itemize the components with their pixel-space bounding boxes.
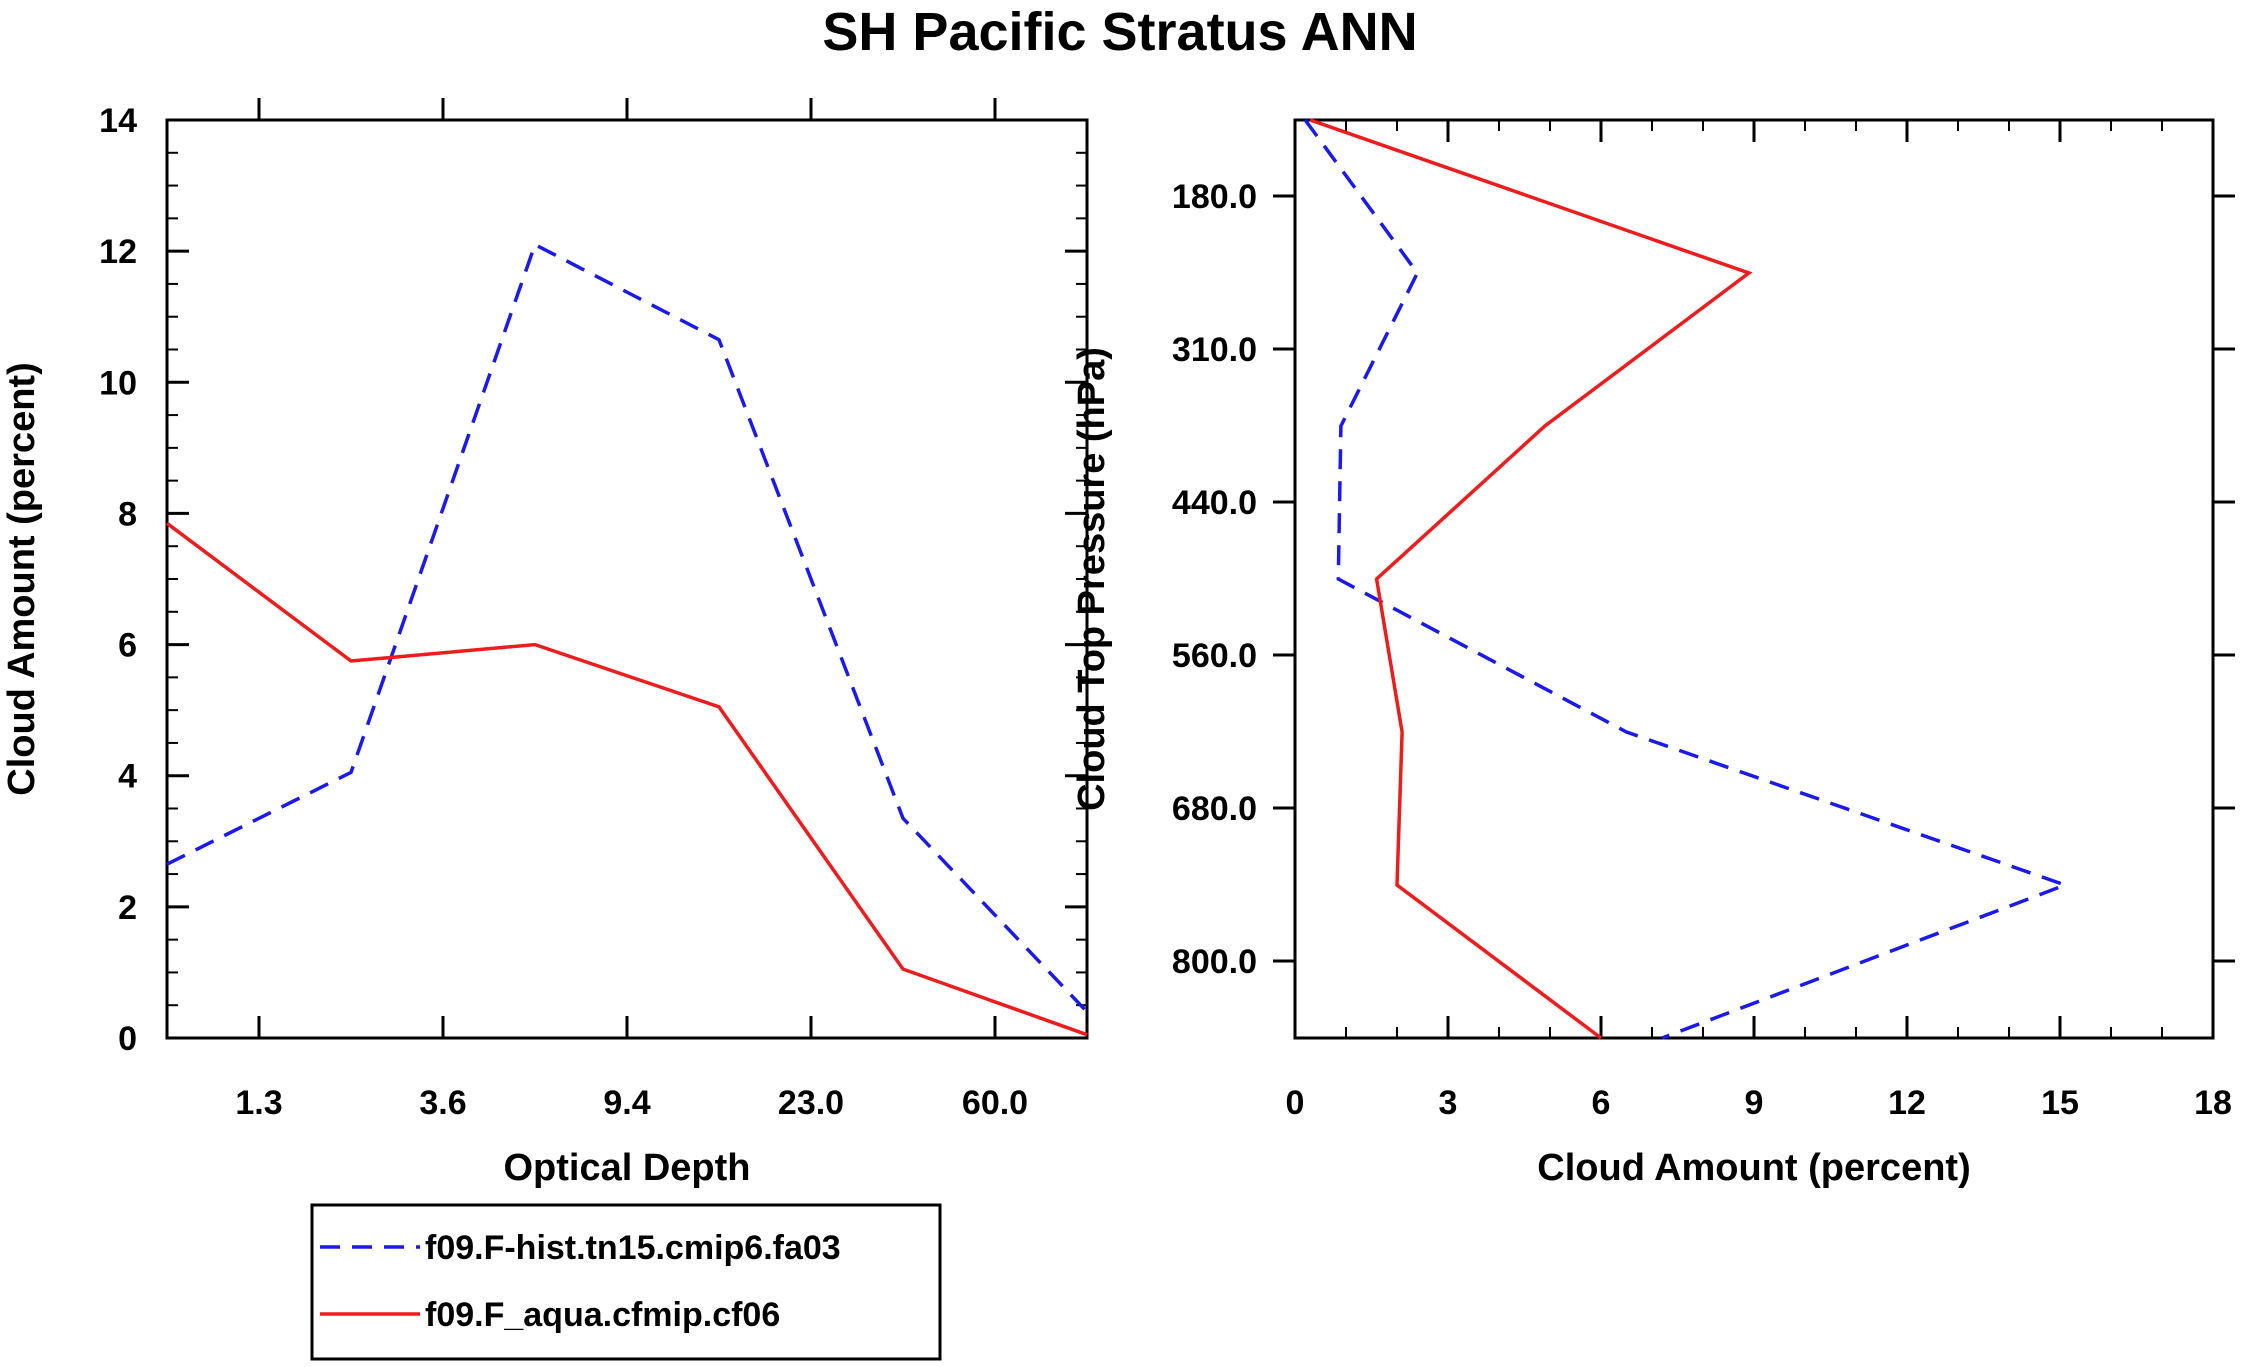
right-axis-ticks bbox=[1273, 120, 2235, 1038]
left-y-tick-label: 12 bbox=[99, 233, 137, 271]
left-y-tick-label: 4 bbox=[118, 758, 137, 796]
left-y-tick-label: 0 bbox=[118, 1020, 137, 1058]
right-x-tick-label: 9 bbox=[1745, 1084, 1764, 1122]
left-y-tick-label: 2 bbox=[118, 889, 137, 927]
left-x-tick-label: 3.6 bbox=[419, 1084, 466, 1122]
legend-box bbox=[310, 1203, 942, 1361]
right-series-group bbox=[1303, 118, 2071, 1040]
right-series-line-aqua bbox=[1309, 118, 1753, 1040]
right-x-tick-label: 3 bbox=[1439, 1084, 1458, 1122]
legend: f09.F-hist.tn15.cmip6.fa03 f09.F_aqua.cf… bbox=[310, 1203, 942, 1361]
left-plot-frame bbox=[165, 118, 1089, 1040]
left-x-tick-label: 23.0 bbox=[778, 1084, 844, 1122]
legend-label-aqua: f09.F_aqua.cfmip.cf06 bbox=[425, 1296, 780, 1334]
left-y-tick-label: 6 bbox=[118, 627, 137, 665]
right-y-tick-label: 680.0 bbox=[1172, 790, 1257, 828]
legend-label-hist: f09.F-hist.tn15.cmip6.fa03 bbox=[425, 1229, 841, 1267]
left-x-tick-label: 1.3 bbox=[235, 1084, 282, 1122]
left-y-tick-label: 10 bbox=[99, 364, 137, 402]
left-x-tick-label: 60.0 bbox=[962, 1084, 1028, 1122]
left-series-line-hist bbox=[166, 242, 1089, 1014]
left-y-tick-label: 8 bbox=[118, 495, 137, 533]
left-axis-ticks bbox=[167, 98, 1087, 1040]
left-x-axis-title: Optical Depth bbox=[503, 1147, 750, 1189]
optical-depth-panel: 0 2 4 6 8 10 12 14 1.3 3.6 9.4 23.0 60.0 Optical Dep… bbox=[1, 98, 1089, 1189]
figure-title: SH Pacific Stratus ANN bbox=[822, 2, 1417, 62]
left-axis-tick-labels: 0 2 4 6 8 10 12 14 1.3 3.6 9.4 23.0 60.0 bbox=[99, 102, 1028, 1122]
left-y-tick-label: 14 bbox=[99, 102, 137, 140]
left-series-line-aqua bbox=[165, 521, 1088, 1037]
right-plot-frame bbox=[1293, 118, 2215, 1040]
right-x-tick-label: 18 bbox=[2194, 1084, 2232, 1122]
right-y-tick-label: 800.0 bbox=[1172, 943, 1257, 981]
right-x-tick-label: 6 bbox=[1592, 1084, 1611, 1122]
right-y-axis-title: Cloud Top Pressure (hPa) bbox=[1071, 347, 1113, 811]
right-x-tick-label: 0 bbox=[1286, 1084, 1305, 1122]
right-x-axis-title: Cloud Amount (percent) bbox=[1537, 1147, 1970, 1189]
left-x-tick-label: 9.4 bbox=[603, 1084, 650, 1122]
left-y-axis-title: Cloud Amount (percent) bbox=[1, 362, 43, 795]
right-axis-tick-labels: 0 3 6 9 12 15 18 180.0 310.0 440.0 560.0 680.0 800.0 bbox=[1172, 178, 2232, 1122]
right-x-tick-label: 12 bbox=[1888, 1084, 1926, 1122]
right-y-tick-label: 180.0 bbox=[1172, 178, 1257, 216]
left-series-group bbox=[165, 242, 1089, 1037]
right-y-tick-label: 310.0 bbox=[1172, 331, 1257, 369]
right-y-tick-label: 440.0 bbox=[1172, 484, 1257, 522]
right-y-tick-label: 560.0 bbox=[1172, 637, 1257, 675]
right-series-line-hist bbox=[1303, 118, 2071, 1040]
cloud-top-pressure-panel: 0 3 6 9 12 15 18 180.0 310.0 440.0 560.0 680.0 800.0… bbox=[1071, 118, 2235, 1189]
right-x-tick-label: 15 bbox=[2041, 1084, 2079, 1122]
